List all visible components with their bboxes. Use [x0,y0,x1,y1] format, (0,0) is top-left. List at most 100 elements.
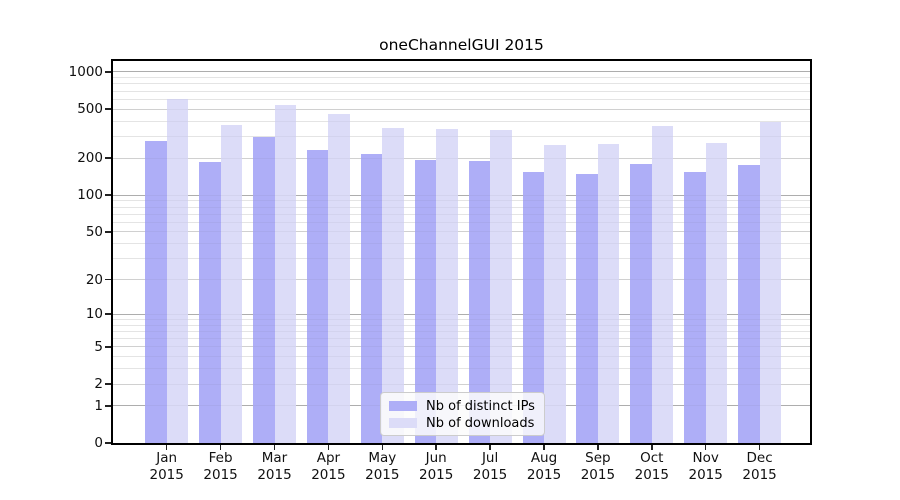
gridline-10 [113,313,810,315]
gridline-1000 [113,71,810,73]
gridline-overlay [113,313,810,315]
y-tick-label-100: 100 [77,187,103,204]
x-tick-year: 2015 [688,466,723,483]
bar-distinct-ips-apr [306,149,329,443]
y-tick-label-500: 500 [77,101,103,118]
y-tick-label-1: 1 [94,397,103,414]
minor-gridline [113,330,810,332]
x-tick-year: 2015 [149,466,184,483]
y-tick-label-5: 5 [94,338,103,355]
minor-gridline [113,90,810,92]
x-tick-mark-feb [219,445,222,450]
legend-label-distinct-ips: Nb of distinct IPs [426,398,535,414]
x-tick-year: 2015 [419,466,454,483]
y-tick-label-2: 2 [94,376,103,392]
x-tick-month: Aug [530,450,558,466]
x-tick-label-jul: Jul 2015 [462,450,518,483]
minor-gridline [113,258,810,260]
gridline-overlay [113,338,810,339]
minor-gridline [113,318,810,320]
gridline-200 [113,157,810,159]
bar-downloads-jul [490,129,512,443]
y-tick-label-0: 0 [94,435,103,451]
gridline-overlay [113,258,810,260]
minor-gridline [113,98,810,100]
x-tick-mark-mar [273,445,276,450]
y-tick-mark-2 [105,383,111,385]
gridline-2 [113,383,810,385]
minor-gridline [113,324,810,326]
gridline-overlay [113,206,810,208]
x-tick-label-aug: Aug 2015 [516,450,572,483]
bar-downloads-sep [597,144,620,443]
x-tick-month: Feb [208,450,233,466]
gridline-overlay [113,136,810,138]
legend-swatch-distinct-ips [389,401,417,411]
gridline-500 [113,108,810,110]
x-tick-mark-apr [327,445,330,450]
x-tick-label-sep: Sep 2015 [570,450,626,483]
gridline-overlay [113,71,810,73]
x-tick-month: Apr [316,450,341,466]
bar-distinct-ips-nov [684,171,706,443]
bar-downloads-aug [544,145,566,443]
bar-distinct-ips-sep [576,173,598,443]
gridline-overlay [113,90,810,92]
x-tick-mark-jan [165,445,168,450]
y-tick-label-10: 10 [85,306,103,323]
gridline-overlay [113,213,810,215]
gridline-overlay [113,324,810,326]
x-tick-mark-jun [435,445,437,450]
x-tick-mark-nov [704,445,707,450]
minor-gridline [113,136,810,138]
x-tick-label-jun: Jun 2015 [408,450,464,483]
y-tick-mark-10 [105,313,111,315]
plot-area [113,61,810,443]
x-tick-year: 2015 [472,466,508,483]
x-tick-label-apr: Apr 2015 [300,450,356,483]
x-tick-mark-jul [489,445,491,450]
bar-distinct-ips-aug [522,171,544,443]
gridline-overlay [113,383,810,385]
bar-downloads-jan [166,99,189,443]
gridline-20 [113,279,810,280]
bar-distinct-ips-jan [145,141,167,443]
x-tick-label-mar: Mar 2015 [247,450,303,483]
bar-downloads-mar [274,105,296,443]
legend: Nb of distinct IPs Nb of downloads [380,392,545,436]
x-tick-month: Dec [746,450,773,466]
y-tick-label-200: 200 [77,150,103,167]
minor-gridline [113,206,810,208]
bar-downloads-apr [328,113,350,443]
minor-gridline [113,338,810,339]
x-tick-month: Oct [640,450,664,466]
bar-distinct-ips-feb [199,162,221,443]
chart-title: oneChannelGUI 2015 [379,36,544,54]
gridline-overlay [113,318,810,320]
y-tick-label-50: 50 [85,223,103,240]
gridline-overlay [113,279,810,280]
x-tick-year: 2015 [742,466,777,483]
gridline-overlay [113,83,810,85]
y-tick-mark-50 [105,231,111,233]
bar-distinct-ips-jun [414,159,437,443]
y-tick-label-1000: 1000 [68,63,103,80]
minor-gridline [113,120,810,122]
bar-distinct-ips-mar [253,136,275,443]
x-tick-label-may: May 2015 [354,450,410,483]
bar-downloads-dec [759,121,782,443]
gridline-overlay [113,356,810,358]
y-tick-label-20: 20 [85,271,103,288]
plot-frame [111,59,812,445]
minor-gridline [113,221,810,223]
minor-gridline [113,77,810,79]
bar-downloads-nov [705,143,728,443]
x-tick-month: Jan [156,450,178,466]
gridline-50 [113,231,810,233]
x-tick-month: May [368,450,397,466]
y-tick-mark-1000 [105,71,111,73]
gridline-5 [113,346,810,348]
gridline-100 [113,194,810,196]
x-tick-year: 2015 [580,466,616,483]
legend-swatch-downloads [389,418,417,428]
